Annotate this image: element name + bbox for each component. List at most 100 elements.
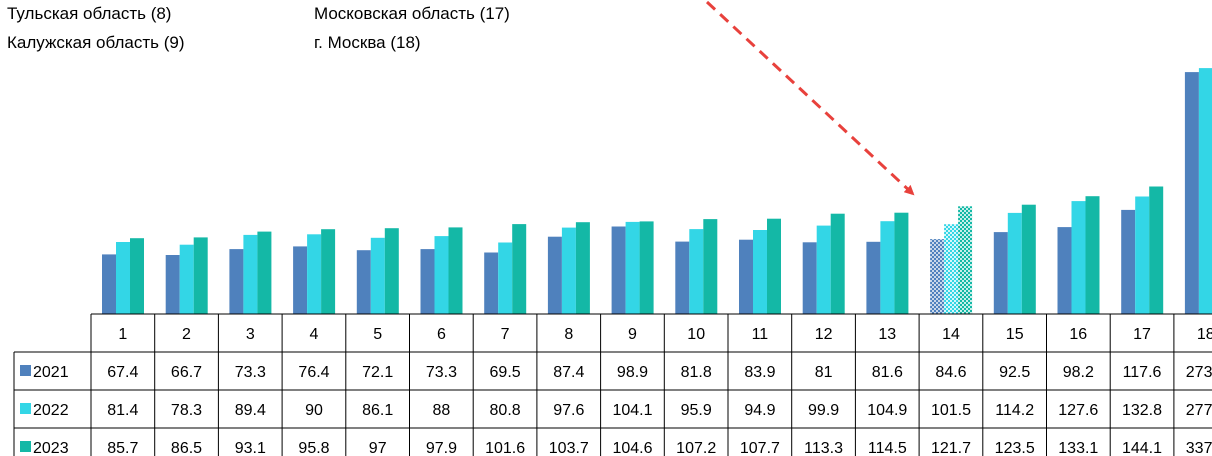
- data-label-2023: 85.7: [107, 440, 138, 456]
- bar-2023-cat-2: [193, 237, 208, 314]
- category-label: 16: [1069, 326, 1087, 343]
- bar-2023-cat-1: [130, 238, 144, 314]
- data-label-2023: 95.8: [298, 440, 329, 456]
- data-label-2021: 273.3: [1186, 364, 1212, 381]
- category-label: 8: [564, 326, 573, 343]
- data-label-2023: 101.6: [485, 440, 525, 456]
- bar-2022-cat-11: [753, 230, 767, 314]
- category-label: 3: [246, 326, 255, 343]
- bar-2021-cat-7: [484, 252, 499, 314]
- bar-2021-cat-9: [611, 226, 626, 314]
- bar-2023-cat-3: [257, 231, 272, 314]
- legend-key-2022: [20, 403, 31, 414]
- data-label-2022: 127.6: [1058, 402, 1098, 419]
- data-label-2021: 92.5: [999, 364, 1030, 381]
- category-label: 1: [118, 326, 127, 343]
- bar-2022-cat-1: [116, 242, 130, 314]
- annotation-arrow: [705, 0, 915, 196]
- data-label-2022: 86.1: [362, 402, 393, 419]
- data-label-2022: 277.9: [1186, 402, 1212, 419]
- bar-2023-cat-10: [703, 219, 718, 314]
- category-label: 5: [373, 326, 382, 343]
- bar-2021-cat-15: [993, 232, 1008, 314]
- data-label-2023: 97: [369, 440, 387, 456]
- bar-2021-cat-12: [802, 242, 817, 314]
- bar-2021-cat-2: [165, 255, 180, 314]
- data-label-2022: 132.8: [1122, 402, 1162, 419]
- bar-2023-cat-6: [448, 227, 463, 314]
- category-label: 13: [878, 326, 896, 343]
- bar-2022-cat-4: [307, 234, 322, 314]
- legend-label-2023: 2023: [33, 440, 69, 456]
- data-label-2023: 144.1: [1122, 440, 1162, 456]
- data-label-2021: 76.4: [298, 364, 329, 381]
- data-label-2021: 98.9: [617, 364, 648, 381]
- bar-2022-cat-18: [1198, 68, 1212, 314]
- bar-2021-cat-11: [739, 239, 753, 314]
- bar-2021-cat-8: [547, 236, 562, 314]
- data-label-2021: 81.6: [872, 364, 903, 381]
- bar-2023-cat-8: [575, 222, 590, 314]
- bar-2021-cat-18: [1184, 72, 1199, 314]
- data-label-2021: 73.3: [426, 364, 457, 381]
- data-label-2023: 97.9: [426, 440, 457, 456]
- data-label-2021: 84.6: [935, 364, 966, 381]
- bar-2023-cat-14: [958, 206, 973, 314]
- bar-2023-cat-15: [1021, 204, 1036, 314]
- legend-label-2022: 2022: [33, 402, 69, 419]
- bar-2022-cat-2: [179, 244, 194, 314]
- data-label-2021: 81: [815, 364, 833, 381]
- bar-2021-cat-13: [866, 241, 881, 314]
- data-label-2021: 117.6: [1123, 364, 1162, 381]
- data-label-2023: 103.7: [549, 440, 589, 456]
- bar-2023-cat-11: [767, 218, 781, 314]
- bar-2021-cat-5: [356, 250, 371, 314]
- data-label-2021: 98.2: [1063, 364, 1094, 381]
- bar-2022-cat-16: [1071, 201, 1086, 314]
- data-label-2021: 83.9: [744, 364, 775, 381]
- category-label: 15: [1006, 326, 1024, 343]
- category-label: 9: [628, 326, 637, 343]
- data-label-2022: 88: [433, 402, 451, 419]
- data-label-2022: 94.9: [744, 402, 775, 419]
- data-label-2023: 123.5: [995, 440, 1035, 456]
- bar-2022-cat-7: [498, 242, 513, 314]
- legend-note-tula: Тульская область (8): [7, 4, 172, 23]
- bar-2022-cat-10: [689, 229, 704, 314]
- data-label-2023: 337.1: [1186, 440, 1212, 456]
- data-label-2021: 87.4: [553, 364, 584, 381]
- bar-2022-cat-15: [1007, 212, 1022, 314]
- data-label-2021: 73.3: [235, 364, 266, 381]
- legend-note-kaluga: Калужская область (9): [7, 33, 185, 52]
- bar-2022-cat-12: [816, 225, 831, 314]
- bar-2023-cat-17: [1149, 186, 1164, 314]
- data-label-2023: 93.1: [235, 440, 266, 456]
- bar-2021-cat-1: [102, 254, 116, 314]
- bar-2021-cat-14: [930, 239, 945, 314]
- legend-key-2021: [20, 365, 31, 376]
- bar-2022-cat-13: [880, 221, 895, 314]
- category-label: 18: [1197, 326, 1212, 343]
- bar-2022-cat-17: [1135, 196, 1150, 314]
- bar-2021-cat-3: [229, 249, 244, 314]
- data-label-2023: 121.7: [931, 440, 971, 456]
- data-label-2022: 78.3: [171, 402, 202, 419]
- category-label: 10: [687, 326, 705, 343]
- bar-2023-cat-12: [830, 213, 845, 314]
- data-label-2022: 81.4: [107, 402, 138, 419]
- data-label-2022: 99.9: [808, 402, 839, 419]
- category-label: 14: [942, 326, 960, 343]
- bar-2023-cat-7: [512, 224, 527, 314]
- data-label-2022: 114.2: [995, 402, 1034, 419]
- data-label-2022: 97.6: [553, 402, 584, 419]
- bars-group: [102, 68, 1212, 314]
- data-label-2021: 81.8: [681, 364, 712, 381]
- bar-2021-cat-16: [1057, 227, 1072, 314]
- data-label-2022: 89.4: [235, 402, 266, 419]
- bar-2021-cat-10: [675, 241, 690, 314]
- legend-note-moscow-city: г. Москва (18): [314, 33, 421, 52]
- bar-2023-cat-9: [639, 221, 654, 314]
- bar-2023-cat-5: [384, 228, 399, 314]
- category-label: 2: [182, 326, 191, 343]
